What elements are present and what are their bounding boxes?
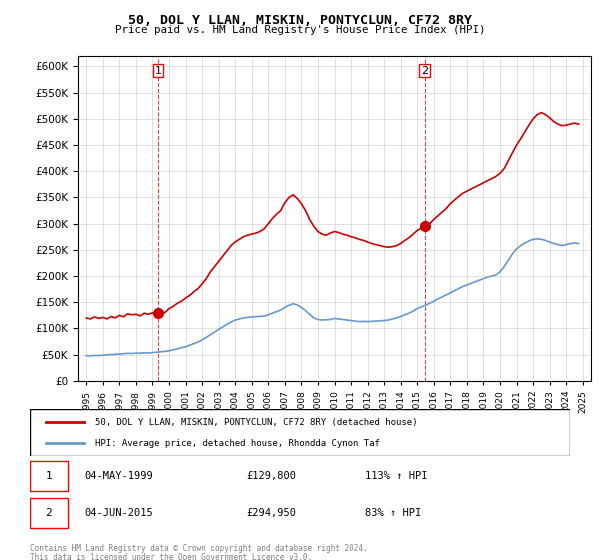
Text: 1: 1 — [46, 470, 52, 480]
Text: 83% ↑ HPI: 83% ↑ HPI — [365, 508, 421, 519]
Text: Price paid vs. HM Land Registry's House Price Index (HPI): Price paid vs. HM Land Registry's House … — [115, 25, 485, 35]
Text: 1: 1 — [155, 66, 162, 76]
FancyBboxPatch shape — [30, 409, 570, 456]
Text: £129,800: £129,800 — [246, 470, 296, 480]
Text: Contains HM Land Registry data © Crown copyright and database right 2024.: Contains HM Land Registry data © Crown c… — [30, 544, 368, 553]
Text: 04-JUN-2015: 04-JUN-2015 — [84, 508, 153, 519]
Text: £294,950: £294,950 — [246, 508, 296, 519]
Text: 04-MAY-1999: 04-MAY-1999 — [84, 470, 153, 480]
Text: 2: 2 — [46, 508, 52, 519]
Text: HPI: Average price, detached house, Rhondda Cynon Taf: HPI: Average price, detached house, Rhon… — [95, 438, 380, 447]
Text: 113% ↑ HPI: 113% ↑ HPI — [365, 470, 427, 480]
FancyBboxPatch shape — [30, 498, 68, 528]
Text: This data is licensed under the Open Government Licence v3.0.: This data is licensed under the Open Gov… — [30, 553, 312, 560]
Text: 50, DOL Y LLAN, MISKIN, PONTYCLUN, CF72 8RY (detached house): 50, DOL Y LLAN, MISKIN, PONTYCLUN, CF72 … — [95, 418, 418, 427]
FancyBboxPatch shape — [30, 461, 68, 491]
Text: 2: 2 — [421, 66, 428, 76]
Text: 50, DOL Y LLAN, MISKIN, PONTYCLUN, CF72 8RY: 50, DOL Y LLAN, MISKIN, PONTYCLUN, CF72 … — [128, 14, 472, 27]
